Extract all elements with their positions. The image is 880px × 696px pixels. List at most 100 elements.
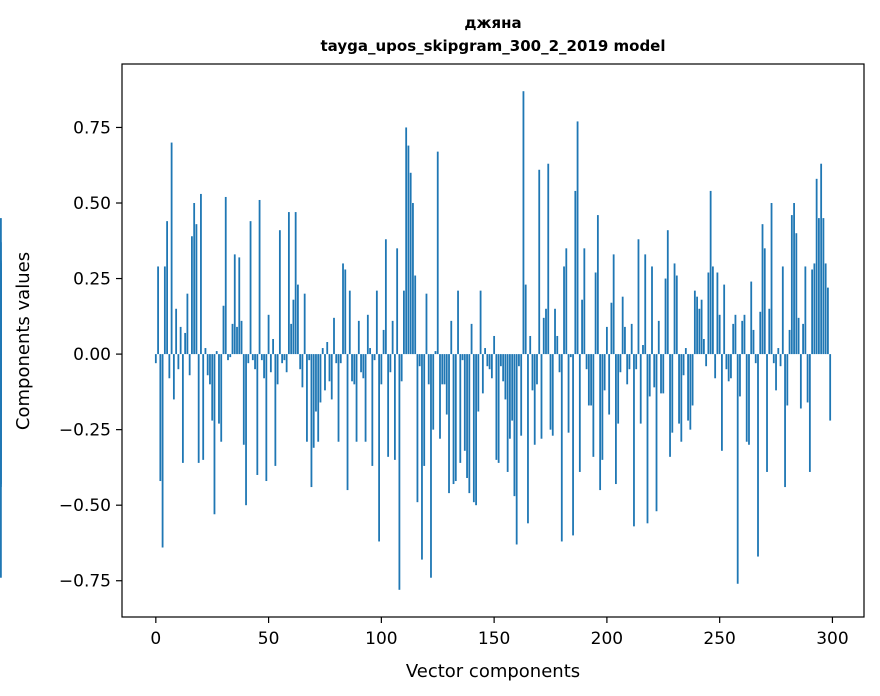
- bar: [393, 354, 396, 460]
- bar: [599, 354, 602, 491]
- bar: [806, 354, 809, 403]
- bar: [209, 354, 211, 385]
- bar: [689, 354, 692, 430]
- bar: [292, 299, 295, 355]
- bar: [651, 266, 653, 355]
- bar: [448, 354, 450, 494]
- bar: [558, 354, 561, 373]
- bar: [594, 272, 597, 355]
- bar: [236, 326, 238, 355]
- bar: [490, 354, 493, 379]
- bar: [443, 354, 446, 385]
- bar: [700, 299, 703, 355]
- bar: [409, 172, 412, 355]
- bar: [177, 354, 180, 370]
- bar: [294, 212, 297, 355]
- x-tick-label: 150: [478, 629, 510, 649]
- bar: [779, 354, 782, 367]
- bar: [445, 354, 448, 415]
- bar: [770, 203, 773, 355]
- bar: [506, 354, 509, 472]
- bar: [804, 266, 807, 355]
- bar: [621, 296, 624, 355]
- bar: [391, 320, 394, 355]
- bar: [457, 290, 459, 355]
- bar: [822, 218, 825, 355]
- bar: [784, 354, 786, 488]
- x-tick-label: 100: [365, 629, 397, 649]
- bar: [678, 354, 680, 424]
- bar: [786, 354, 789, 406]
- bar: [637, 239, 640, 355]
- bar: [421, 354, 423, 560]
- bar: [337, 354, 340, 442]
- bar: [405, 127, 408, 355]
- bar: [348, 290, 351, 355]
- bar: [459, 354, 462, 463]
- bar: [590, 354, 592, 406]
- bar: [495, 354, 498, 460]
- bar: [567, 354, 570, 433]
- bar: [398, 354, 401, 590]
- bar: [743, 314, 746, 355]
- bar: [777, 348, 780, 355]
- bar: [518, 354, 520, 367]
- bar: [324, 354, 326, 391]
- bar: [542, 317, 545, 355]
- bar: [418, 354, 421, 367]
- bar: [224, 196, 227, 355]
- bar: [475, 354, 477, 506]
- bar: [739, 354, 741, 397]
- bar: [371, 354, 374, 466]
- y-axis-ticks: −0.75 −0.50 −0.25 0.00 0.25 0.50 0.75: [59, 118, 122, 592]
- bar: [477, 354, 480, 412]
- bar: [412, 203, 414, 355]
- bar: [312, 354, 315, 448]
- bar: [727, 354, 730, 382]
- bar: [197, 354, 200, 463]
- bar: [204, 348, 207, 355]
- bar: [168, 354, 171, 379]
- bar: [646, 354, 649, 524]
- bar: [709, 190, 712, 355]
- bar: [463, 354, 466, 451]
- x-tick-label: 300: [816, 629, 848, 649]
- bar: [484, 348, 486, 355]
- bar: [0, 354, 2, 578]
- bars-group: [0, 91, 832, 590]
- bar: [556, 335, 559, 355]
- bar: [274, 354, 277, 466]
- bar: [414, 275, 417, 355]
- bar: [211, 354, 214, 421]
- bar: [730, 354, 732, 379]
- bar: [193, 203, 196, 355]
- bar: [795, 233, 798, 355]
- bar: [319, 354, 322, 403]
- bar: [547, 163, 550, 355]
- bar: [265, 354, 268, 482]
- bar: [159, 354, 162, 482]
- bar: [502, 354, 505, 382]
- bar: [163, 266, 166, 355]
- bar: [817, 218, 820, 355]
- bar: [353, 354, 356, 385]
- bar: [335, 354, 338, 364]
- bar: [799, 354, 802, 409]
- bar: [560, 354, 563, 542]
- bar: [788, 329, 791, 355]
- bar: [653, 354, 656, 388]
- bar: [222, 305, 225, 355]
- bar: [790, 215, 793, 355]
- bar: [529, 335, 532, 355]
- bar: [364, 354, 367, 442]
- bar: [256, 354, 259, 475]
- bar: [693, 290, 696, 355]
- plot-frame: [121, 63, 865, 618]
- bar: [425, 293, 428, 355]
- bar: [452, 354, 455, 485]
- bar: [576, 121, 579, 355]
- bar: [488, 354, 491, 370]
- bar: [301, 354, 304, 388]
- bar: [317, 354, 320, 442]
- bar: [188, 354, 191, 376]
